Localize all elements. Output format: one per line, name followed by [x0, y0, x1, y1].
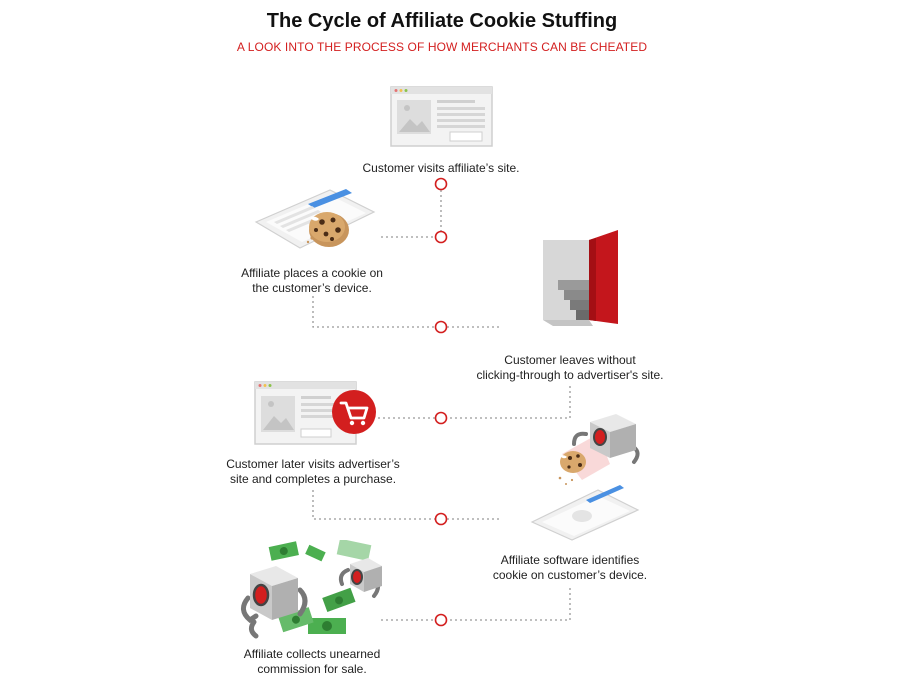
timeline-node: [434, 177, 448, 191]
timeline-node: [434, 320, 448, 334]
cookie-on-tablet-icon: [254, 189, 376, 249]
browser-window-icon: [390, 86, 493, 147]
step-caption: Affiliate software identifies cookie on c…: [492, 553, 648, 582]
step-caption: Customer visits affiliate’s site.: [362, 161, 520, 175]
connector-line: [312, 490, 435, 520]
open-door-icon: [543, 230, 618, 326]
step-caption: Affiliate collects unearned commission fo…: [243, 647, 381, 676]
step-caption: Customer later visits advertiser’s site a…: [226, 457, 400, 486]
shopping-cart-browser-icon: [254, 381, 376, 445]
connector-line: [447, 588, 571, 621]
page-title: The Cycle of Affiliate Cookie Stuffing: [266, 10, 618, 32]
timeline-node: [434, 512, 448, 526]
step-caption: Customer leaves without clicking-through …: [476, 353, 664, 382]
robot-scanning-cookie-icon: [530, 414, 640, 541]
robots-with-money-icon: [241, 540, 382, 639]
step-caption: Affiliate places a cookie on the customer…: [241, 266, 383, 295]
page-subtitle: A LOOK INTO THE PROCESS OF HOW MERCHANTS…: [236, 40, 648, 54]
timeline-node: [434, 411, 448, 425]
timeline-node: [434, 613, 448, 627]
timeline-node: [434, 230, 448, 244]
connector-line: [312, 296, 435, 328]
connector-line: [447, 386, 571, 419]
